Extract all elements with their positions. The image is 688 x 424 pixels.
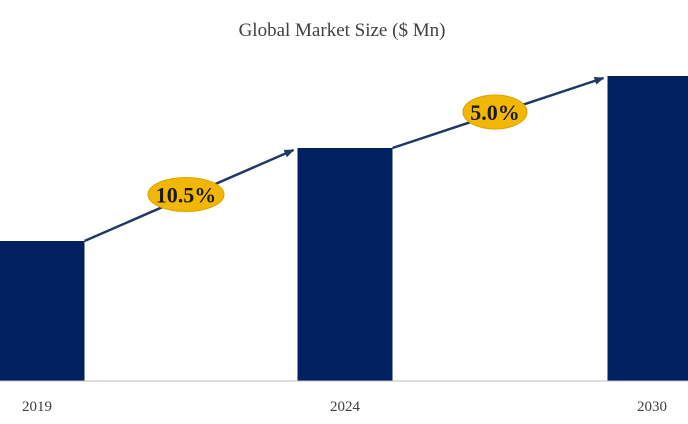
growth-annotations: 10.5% 5.0%	[84, 76, 605, 243]
cagr-badge-1	[147, 177, 225, 212]
chart-title: Global Market Size ($ Mn)	[239, 20, 446, 41]
cagr-badge-2	[462, 94, 528, 130]
bars-group	[0, 76, 688, 381]
x-tick-label-2019: 2019	[22, 399, 52, 415]
cagr-label-1: 10.5%	[156, 183, 217, 208]
bar-2024	[297, 148, 393, 381]
x-tick-labels: 2019 2024 2030	[22, 399, 667, 415]
cagr-label-2: 5.0%	[470, 100, 520, 125]
bar-2030	[607, 76, 688, 381]
bar-2019	[0, 241, 85, 381]
x-tick-label-2024: 2024	[330, 399, 361, 415]
x-tick-label-2030: 2030	[637, 399, 667, 415]
